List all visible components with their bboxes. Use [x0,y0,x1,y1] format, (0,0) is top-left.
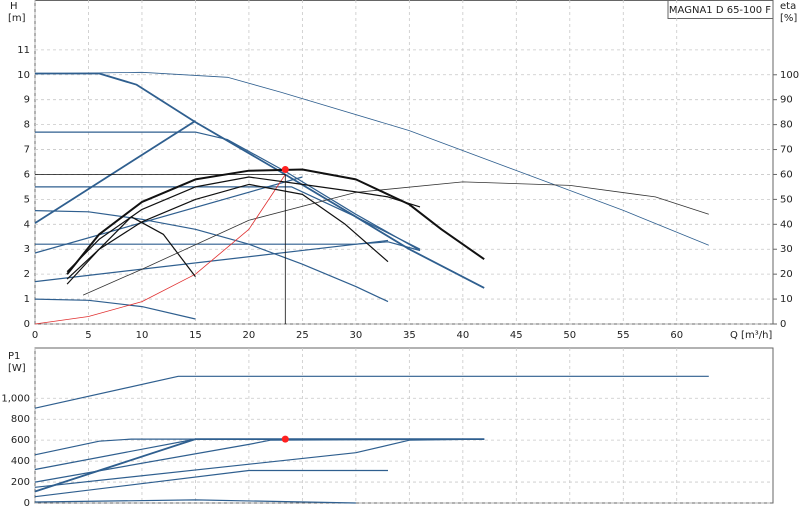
x-tick-label: 25 [296,330,309,341]
y2-tick-label: 60 [780,169,793,180]
x-tick-label: 50 [563,330,576,341]
duty-point [281,165,289,173]
x-tick-label: 20 [243,330,256,341]
curve [34,438,485,483]
curve [34,438,485,488]
y2-tick-label: 0 [780,319,786,330]
y-tick-label: 7 [24,145,30,156]
curve [34,499,356,504]
y-unit: [W] [8,363,26,374]
y-tick-label: 1,000 [1,393,30,404]
y-unit: [m] [8,13,26,24]
x-tick-label: 55 [617,330,630,341]
y-tick-label: 200 [11,477,30,488]
y-tick-label: 400 [11,456,30,467]
y-tick-label: 11 [17,45,30,56]
curve [34,438,485,456]
y2-tick-label: 70 [780,145,793,156]
curve [34,71,709,246]
curve [34,438,485,493]
y-label: P1 [8,351,20,362]
y-label: H [10,1,18,12]
x-tick-label: 5 [85,330,91,341]
chart-title: MAGNA1 D 65-100 F [669,5,771,16]
x-tick-label: 30 [350,330,363,341]
x-tick-label: 45 [510,330,523,341]
y2-tick-label: 90 [780,95,793,106]
x-label: Q [m³/h] [730,330,772,341]
curve [34,176,303,254]
y-tick-label: 2 [24,269,30,280]
curve [34,120,196,224]
x-tick-label: 15 [189,330,202,341]
curve [35,241,421,252]
y-tick-label: 600 [11,435,30,446]
top-plot-frame [34,0,774,325]
curve [82,181,709,296]
curve [66,216,196,285]
y-tick-label: 1 [24,294,30,305]
duty-point [281,435,289,443]
bottom-plot-frame [34,347,774,504]
y2-tick-label: 40 [780,219,793,230]
y2-tick-label: 100 [780,70,799,81]
curve [35,186,421,250]
curve [66,168,485,275]
y2-tick-label: 30 [780,244,793,255]
curve [34,174,286,325]
curve [66,176,421,273]
y2-unit: [%] [780,13,797,24]
curve [35,131,421,252]
curve [34,210,389,303]
y-tick-label: 9 [24,95,30,106]
y2-tick-label: 50 [780,194,793,205]
y2-tick-label: 80 [780,120,793,131]
y-tick-label: 5 [24,194,30,205]
y2-tick-label: 10 [780,294,793,305]
curve [34,469,388,498]
x-tick-label: 40 [456,330,469,341]
curve [34,375,709,409]
y-tick-label: 3 [24,244,30,255]
y2-label: eta [780,1,796,12]
y-tick-label: 800 [11,414,30,425]
y-tick-label: 8 [24,120,30,131]
x-tick-label: 10 [136,330,149,341]
curve [34,298,196,320]
x-tick-label: 60 [670,330,683,341]
y-tick-label: 6 [24,169,30,180]
curve [34,438,485,471]
y2-tick-label: 20 [780,269,793,280]
y-tick-label: 10 [17,70,30,81]
y-tick-label: 4 [24,219,30,230]
y-tick-label: 0 [24,498,30,509]
curve [35,174,286,324]
y-tick-label: 0 [24,319,30,330]
x-tick-label: 0 [32,330,38,341]
curve [35,72,485,289]
x-tick-label: 35 [403,330,416,341]
title-box [667,0,774,19]
curve [66,183,389,280]
